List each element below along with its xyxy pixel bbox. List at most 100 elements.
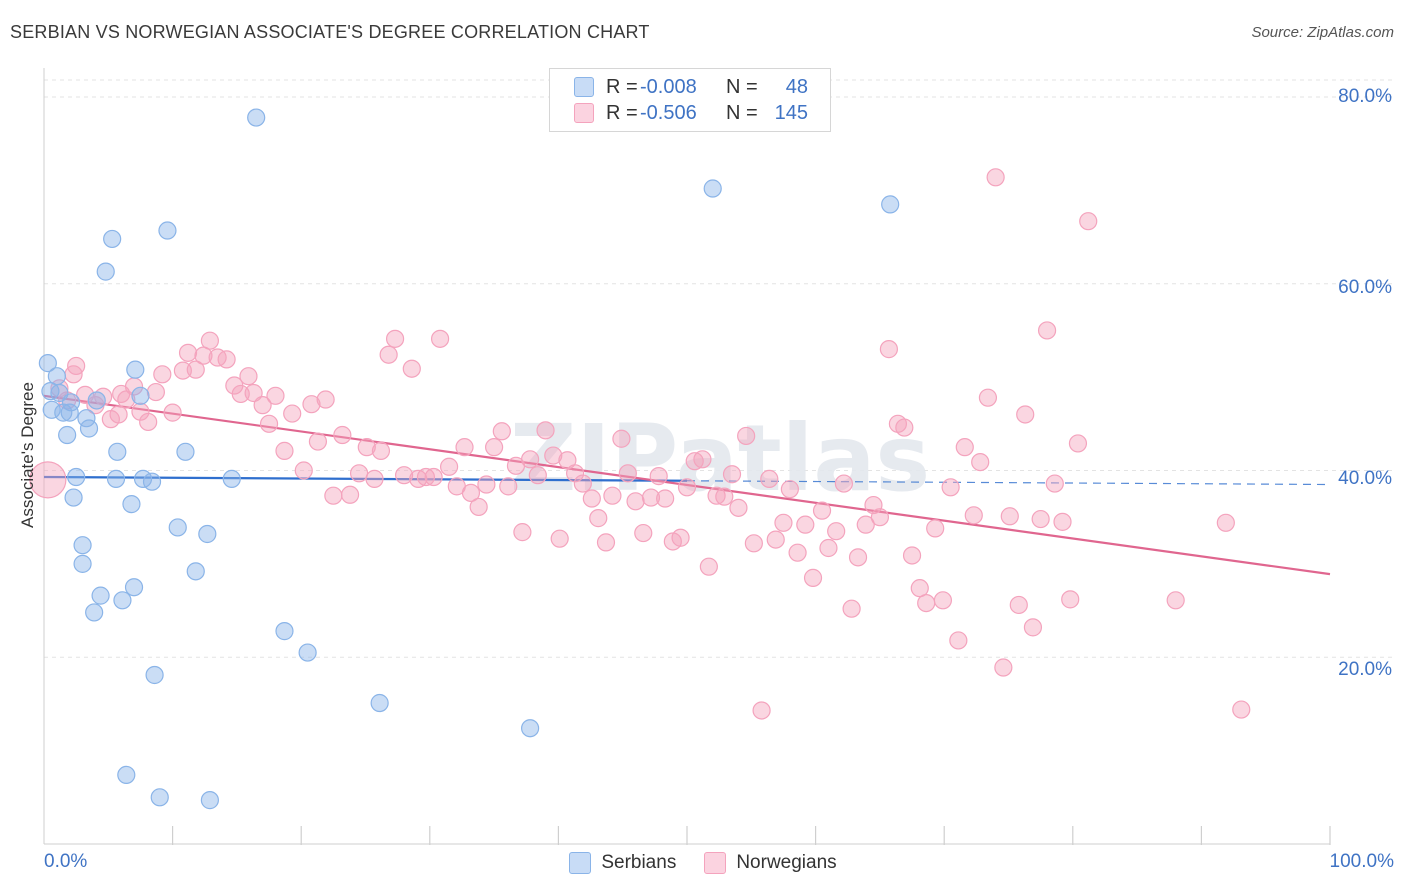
point-norwegians bbox=[634, 523, 653, 543]
point-norwegians bbox=[469, 497, 488, 517]
y-tick-60: 60.0% bbox=[1338, 277, 1392, 298]
point-norwegians bbox=[744, 534, 763, 553]
point-norwegians bbox=[349, 464, 369, 483]
point-serbians bbox=[73, 536, 92, 555]
point-norwegians bbox=[955, 438, 974, 457]
point-norwegians bbox=[1000, 507, 1019, 526]
point-serbians bbox=[176, 442, 195, 461]
point-norwegians bbox=[139, 412, 158, 432]
norwegians-swatch bbox=[574, 103, 594, 123]
point-norwegians bbox=[439, 457, 459, 476]
point-norwegians bbox=[1061, 590, 1080, 609]
point-norwegians bbox=[1053, 512, 1072, 531]
point-serbians bbox=[96, 262, 115, 281]
point-norwegians bbox=[603, 486, 622, 505]
point-norwegians bbox=[208, 348, 227, 367]
series-legend: Serbians Norwegians bbox=[0, 852, 1406, 874]
point-norwegians bbox=[536, 421, 555, 440]
point-norwegians bbox=[971, 452, 990, 472]
point-norwegians bbox=[752, 701, 771, 720]
point-norwegians bbox=[178, 343, 198, 362]
stats-legend: R = -0.008 N = 48 R = -0.506 N = 145 bbox=[549, 68, 831, 132]
trend-line-dashed-serbians bbox=[686, 480, 1331, 486]
stats-row-serbians: R = -0.008 N = 48 bbox=[574, 74, 808, 100]
point-norwegians bbox=[1232, 700, 1251, 719]
point-norwegians bbox=[1045, 474, 1064, 493]
point-norwegians bbox=[550, 529, 569, 548]
point-norwegians bbox=[618, 464, 637, 483]
point-norwegians bbox=[803, 568, 823, 587]
point-norwegians bbox=[324, 486, 343, 505]
chart-title: SERBIAN VS NORWEGIAN ASSOCIATE'S DEGREE … bbox=[10, 22, 650, 42]
legend-label-serbians: Serbians bbox=[601, 852, 677, 873]
point-serbians bbox=[38, 354, 57, 373]
point-norwegians bbox=[424, 467, 443, 487]
point-norwegians bbox=[671, 528, 690, 547]
x-tick-max: 100.0% bbox=[1329, 851, 1394, 872]
y-axis-label: Associate's Degree bbox=[18, 382, 37, 528]
point-norwegians bbox=[1037, 321, 1057, 340]
point-norwegians bbox=[737, 426, 756, 446]
point-norwegians bbox=[146, 382, 165, 402]
point-norwegians bbox=[173, 361, 192, 380]
point-norwegians bbox=[316, 390, 335, 409]
point-serbians bbox=[298, 643, 317, 662]
point-norwegians bbox=[1016, 405, 1035, 424]
point-norwegians bbox=[275, 441, 294, 460]
trend-line-norwegians bbox=[43, 394, 1331, 576]
point-norwegians bbox=[244, 383, 263, 403]
point-norwegians bbox=[1009, 595, 1028, 615]
point-norwegians bbox=[371, 441, 391, 460]
point-norwegians bbox=[521, 450, 540, 469]
point-norwegians bbox=[699, 557, 718, 576]
n-label: N = bbox=[726, 75, 758, 98]
point-serbians bbox=[117, 765, 136, 785]
point-serbians bbox=[60, 403, 79, 422]
point-norwegians bbox=[949, 631, 968, 650]
point-norwegians bbox=[308, 432, 328, 451]
point-norwegians bbox=[917, 593, 936, 613]
point-norwegians bbox=[402, 359, 421, 378]
point-norwegians bbox=[812, 501, 832, 520]
point-norwegians bbox=[385, 329, 405, 348]
point-serbians bbox=[58, 425, 77, 445]
point-serbians bbox=[142, 472, 162, 491]
point-norwegians bbox=[693, 450, 712, 469]
point-norwegians bbox=[1068, 434, 1088, 453]
point-norwegians bbox=[715, 487, 734, 506]
point-serbians bbox=[145, 665, 164, 685]
point-norwegians bbox=[879, 340, 899, 359]
point-norwegians bbox=[842, 599, 861, 618]
point-norwegians bbox=[153, 365, 172, 384]
point-norwegians bbox=[231, 384, 250, 404]
point-serbians bbox=[124, 578, 144, 597]
stats-row-norwegians: R = -0.506 N = 145 bbox=[574, 100, 808, 126]
point-serbians bbox=[64, 488, 83, 507]
y-tick-40: 40.0% bbox=[1338, 468, 1392, 489]
point-serbians bbox=[186, 562, 205, 581]
point-serbians bbox=[168, 518, 187, 537]
point-serbians bbox=[881, 195, 900, 214]
point-norwegians bbox=[677, 478, 697, 497]
point-serbians bbox=[150, 788, 169, 807]
point-norwegians bbox=[819, 538, 838, 558]
point-norwegians bbox=[379, 345, 398, 364]
legend-item-norwegians[interactable]: Norwegians bbox=[704, 852, 837, 874]
point-norwegians bbox=[796, 515, 815, 534]
point-serbians bbox=[106, 469, 126, 489]
point-norwegians bbox=[544, 446, 563, 465]
point-norwegians bbox=[870, 508, 890, 527]
point-norwegians bbox=[964, 506, 983, 525]
serbians-legend-swatch bbox=[569, 852, 592, 874]
point-norwegians bbox=[461, 483, 481, 503]
point-serbians bbox=[108, 442, 127, 461]
point-norwegians bbox=[217, 350, 236, 369]
point-norwegians bbox=[596, 533, 616, 552]
point-norwegians bbox=[994, 658, 1013, 677]
x-tick-min: 0.0% bbox=[44, 851, 88, 872]
serbians-swatch bbox=[574, 77, 594, 97]
r-label: R = bbox=[606, 101, 638, 124]
legend-item-serbians[interactable]: Serbians bbox=[569, 852, 676, 874]
point-norwegians bbox=[641, 488, 661, 507]
point-norwegians bbox=[186, 360, 205, 379]
